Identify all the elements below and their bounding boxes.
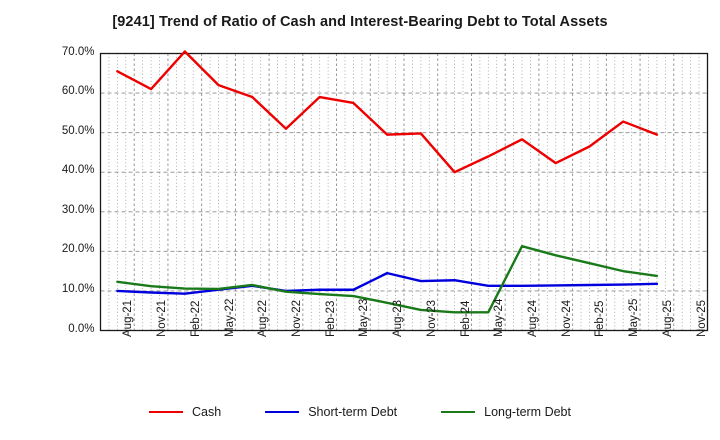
x-tick-label: Aug-23 (392, 299, 405, 337)
chart-title: [9241] Trend of Ratio of Cash and Intere… (112, 14, 608, 30)
x-tick-label: May-22 (223, 298, 236, 337)
series-line-short-term-debt (116, 271, 659, 295)
y-tick-label: 30.0% (61, 203, 95, 216)
x-tick-label: Nov-21 (156, 299, 169, 337)
x-tick-label: Feb-24 (459, 300, 472, 337)
x-tick-label: Nov-25 (695, 299, 708, 337)
chart-legend: Cash Short-term Debt Long-term Debt (0, 405, 720, 419)
y-tick-label: 60.0% (61, 85, 95, 98)
x-tick-label: Nov-23 (425, 299, 438, 337)
legend-item-cash[interactable]: Cash (149, 405, 221, 419)
legend-item-long-term-debt[interactable]: Long-term Debt (441, 405, 571, 419)
series-line-long-term-debt (116, 245, 659, 314)
legend-label: Long-term Debt (484, 405, 571, 419)
legend-color-swatch (441, 411, 476, 413)
legend-color-swatch (149, 411, 184, 413)
x-tick-label: Nov-24 (560, 299, 573, 337)
series-line-cash (116, 50, 659, 174)
legend-label: Cash (192, 405, 222, 419)
x-tick-label: May-24 (493, 298, 506, 337)
y-tick-label: 40.0% (61, 164, 95, 177)
x-tick-label: Aug-25 (661, 299, 674, 337)
y-tick-label: 10.0% (61, 282, 95, 295)
y-tick-label: 70.0% (61, 45, 95, 58)
legend-color-swatch (265, 411, 300, 413)
x-tick-label: Aug-21 (122, 299, 135, 337)
x-tick-label: Nov-22 (290, 299, 303, 337)
x-tick-label: Feb-25 (594, 300, 607, 337)
legend-label: Short-term Debt (308, 405, 398, 419)
x-tick-label: Feb-22 (189, 300, 202, 337)
x-tick-label: Feb-23 (324, 300, 337, 337)
y-tick-label: 20.0% (61, 243, 95, 256)
legend-item-short-term-debt[interactable]: Short-term Debt (265, 405, 397, 419)
y-tick-label: 50.0% (61, 124, 95, 137)
x-tick-label: May-23 (358, 298, 371, 337)
x-tick-label: Aug-24 (527, 299, 540, 337)
x-tick-label: May-25 (628, 298, 641, 337)
y-tick-label: 0.0% (68, 322, 95, 335)
x-tick-label: Aug-22 (257, 299, 270, 337)
